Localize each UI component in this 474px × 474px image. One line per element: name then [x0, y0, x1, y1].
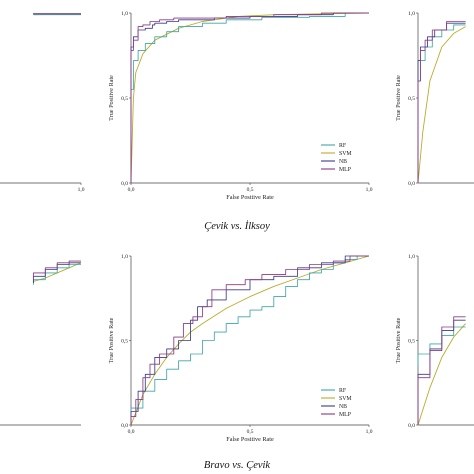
roc-curve-mlp	[32, 260, 81, 280]
x-tick-label: 1,0	[366, 187, 373, 193]
y-tick-label: 0,5	[408, 339, 415, 345]
y-tick-label: 1,0	[121, 11, 128, 17]
roc-curve-rf	[130, 12, 369, 183]
y-tick-label: 1,0	[408, 11, 415, 17]
y-tick-label: 0,0	[121, 181, 128, 187]
legend-label-svm: SVM	[339, 396, 352, 402]
y-tick-label: 0,5	[408, 96, 415, 102]
roc-panel-2: 0,0 0,5 1,0 0,0 0,5 1,0 False Positive Rate Tru…	[108, 254, 373, 443]
y-tick-label: 0,0	[121, 423, 128, 429]
legend-label-mlp: MLP	[339, 412, 351, 418]
x-axis-title: False Positive Rate	[226, 194, 274, 201]
roc-panel-3: 0,0 0,5 1,0 True Positive Rate	[395, 11, 474, 187]
legend-label-rf: RF	[339, 388, 347, 394]
x-tick-label: 1,0	[366, 429, 373, 435]
caption-top: Çevik vs. İlksoy	[204, 220, 270, 232]
y-axis-title: True Positive Rate	[108, 317, 115, 363]
legend-label-nb: NB	[339, 404, 347, 410]
roc-curve-nb	[130, 255, 369, 425]
y-tick-label: 1,0	[121, 254, 128, 260]
roc-panel-5: 1,0	[0, 13, 85, 193]
legend-label-rf: RF	[339, 143, 347, 149]
legend-label-nb: NB	[339, 159, 347, 165]
roc-curve-svm	[130, 12, 370, 184]
roc-curve-svm	[130, 255, 370, 426]
roc-curve-rf	[32, 264, 81, 285]
y-tick-label: 0,0	[408, 181, 415, 187]
legend-label-svm: SVM	[339, 151, 352, 157]
roc-curve-svm	[417, 26, 466, 184]
x-axis-title: False Positive Rate	[226, 436, 274, 443]
roc-curve-nb	[130, 12, 369, 183]
x-tick-label: 0,5	[247, 429, 254, 435]
roc-curve-mlp	[417, 316, 466, 425]
legend-label-mlp: MLP	[339, 167, 351, 173]
roc-panel-1: 0,0 0,5 1,0 0,0 0,5 1,0 False Positive Rate Tru…	[108, 11, 373, 201]
roc-curve-rf	[130, 255, 369, 425]
roc-curve-mlp	[130, 12, 369, 183]
x-tick-label: 0,0	[128, 187, 135, 193]
roc-curve-svm	[417, 323, 466, 426]
y-axis-title: True Positive Rate	[395, 317, 402, 363]
roc-panel-6	[0, 260, 82, 426]
x-tick-label: 0,0	[128, 429, 135, 435]
roc-curve-mlp	[417, 21, 466, 183]
y-tick-label: 0,5	[121, 339, 128, 345]
roc-curve-mlp	[130, 255, 369, 425]
roc-curve-nb	[32, 262, 81, 283]
y-tick-label: 1,0	[408, 254, 415, 260]
roc-panel-4: 0,0 0,5 1,0 True Positive Rate	[395, 254, 474, 429]
y-axis-title: True Positive Rate	[108, 75, 115, 121]
x-tick-label: 0,5	[247, 187, 254, 193]
y-axis-title: True Positive Rate	[395, 75, 402, 121]
y-tick-label: 0,0	[408, 423, 415, 429]
x-tick-label: 1,0	[78, 187, 85, 193]
caption-bottom: Bravo vs. Çevik	[204, 460, 271, 471]
y-tick-label: 0,5	[121, 96, 128, 102]
